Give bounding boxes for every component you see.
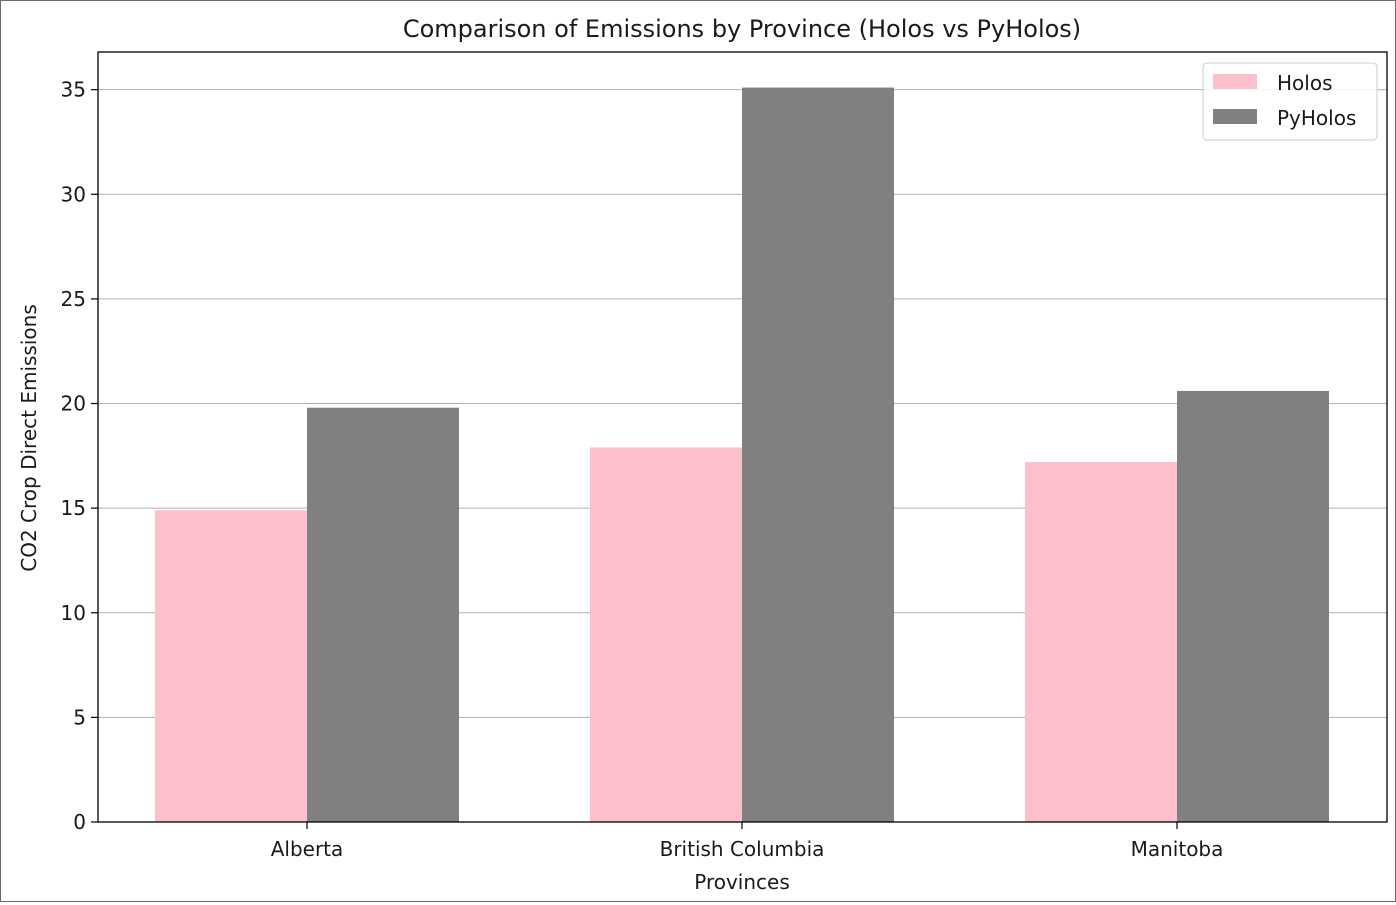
y-tick-label: 30 [61, 182, 86, 206]
chart-title: Comparison of Emissions by Province (Hol… [403, 15, 1081, 43]
x-tick-label-british-columbia: British Columbia [660, 837, 825, 861]
bars [155, 87, 1329, 822]
legend-label-pyholos: PyHolos [1277, 106, 1356, 130]
bar-holos-manitoba [1025, 462, 1177, 822]
bar-holos-alberta [155, 510, 307, 822]
y-tick-label: 0 [73, 810, 86, 834]
bar-pyholos-alberta [307, 407, 459, 822]
y-tick-label: 20 [61, 392, 86, 416]
x-tick-label-manitoba: Manitoba [1131, 837, 1224, 861]
bar-holos-british-columbia [590, 447, 742, 822]
x-axis-ticks: Alberta British Columbia Manitoba [271, 822, 1224, 861]
legend-swatch-pyholos [1213, 109, 1257, 124]
y-tick-label: 35 [61, 78, 86, 102]
legend-swatch-holos [1213, 74, 1257, 89]
y-tick-label: 15 [61, 496, 86, 520]
legend: Holos PyHolos [1202, 62, 1378, 141]
y-tick-label: 10 [61, 601, 86, 625]
bar-pyholos-manitoba [1177, 390, 1329, 822]
y-axis-ticks: 0 5 10 15 20 25 30 35 [61, 78, 98, 834]
bar-pyholos-british-columbia [742, 87, 894, 822]
y-tick-label: 5 [73, 705, 86, 729]
y-tick-label: 25 [61, 287, 86, 311]
y-axis-label: CO2 Crop Direct Emissions [17, 304, 41, 571]
legend-label-holos: Holos [1277, 71, 1333, 95]
x-tick-label-alberta: Alberta [271, 837, 344, 861]
x-axis-label: Provinces [694, 870, 790, 894]
